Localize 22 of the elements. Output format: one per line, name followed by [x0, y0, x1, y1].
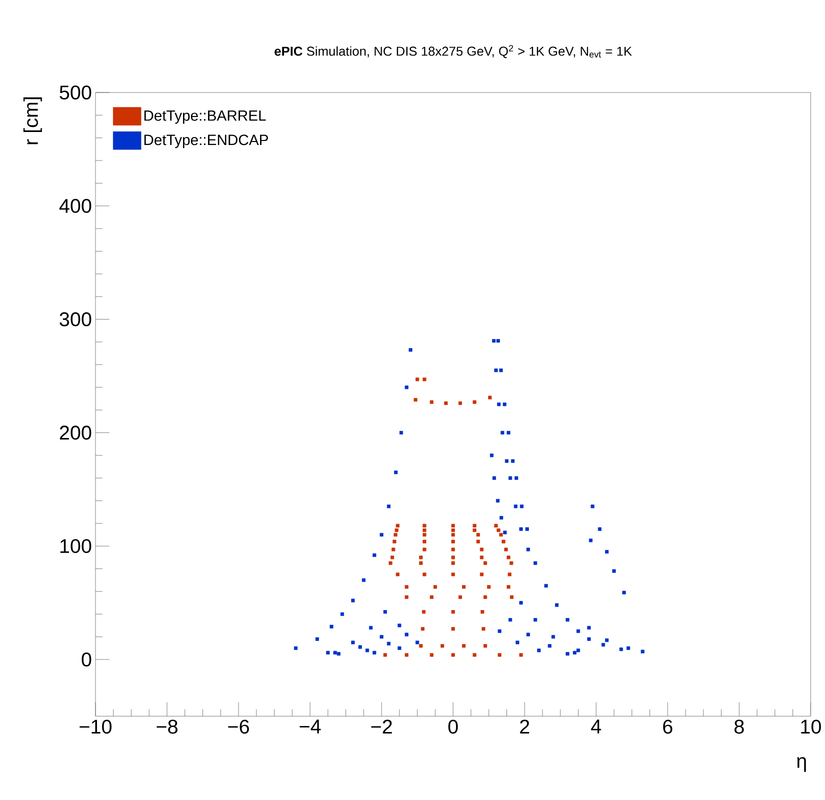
y-tick-label: 300	[60, 312, 92, 326]
chart-title: ePIC Simulation, NC DIS 18x275 GeV, Q$^{2}$ > 1K GeV, N$_{evt}$ = 1K	[274, 45, 632, 58]
y-tick-label: 0	[82, 652, 92, 667]
x-tick-label: 10	[801, 720, 821, 734]
x-tick-label: 2	[520, 720, 530, 734]
legend-label: DetType::ENDCAP	[144, 134, 268, 148]
x-tick-label: 4	[591, 720, 602, 734]
x-axis-title: η	[797, 757, 806, 772]
x-tick-label: −8	[156, 720, 178, 734]
x-tick-label: 6	[663, 720, 672, 734]
x-tick-label: −4	[300, 720, 321, 734]
y-tick-label: 100	[60, 539, 92, 554]
x-tick-label: 0	[448, 720, 458, 734]
x-tick-label: 8	[734, 720, 744, 734]
x-tick-label: −10	[80, 720, 112, 734]
y-tick-label: 400	[59, 199, 92, 214]
y-axis-title: r [cm]	[23, 98, 42, 144]
legend-label: DetType::BARREL	[144, 110, 266, 124]
y-tick-label: 200	[60, 426, 92, 440]
y-tick-label: 500	[60, 86, 92, 100]
x-tick-label: −6	[228, 720, 249, 734]
x-tick-label: −2	[371, 720, 392, 734]
